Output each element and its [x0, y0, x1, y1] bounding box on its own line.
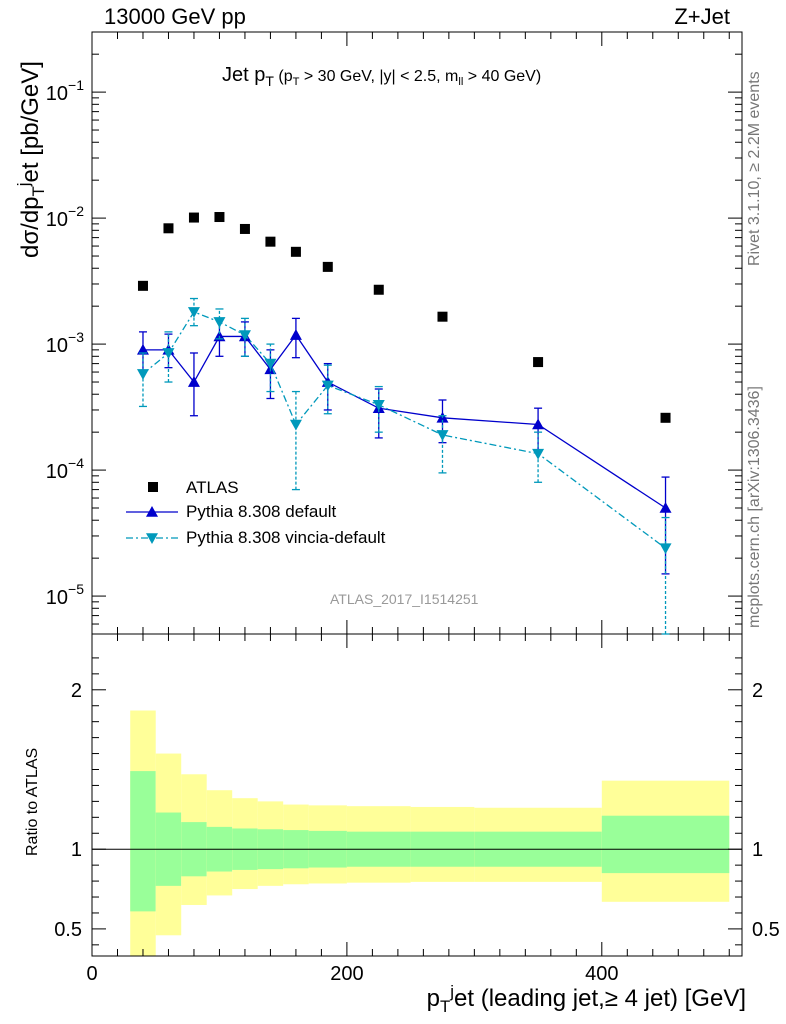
x-tick-label-0: 0 — [86, 963, 97, 985]
legend-marker-pythia-default — [146, 506, 158, 517]
legend-label-pythia-vincia: Pythia 8.308 vincia-default — [186, 528, 386, 547]
y-axis-label-ratio: Ratio to ATLAS — [24, 747, 41, 856]
y-axis-label-pre: dσ/dp — [17, 196, 44, 258]
series-layer — [136, 212, 672, 635]
x-axis-label-pre: p — [426, 985, 441, 1012]
series-2-point-9 — [436, 430, 449, 441]
atlas-point-5 — [265, 236, 276, 247]
x-tick-label-400: 400 — [585, 963, 618, 985]
y-tick-label-base-2: 10 — [46, 335, 68, 357]
series-1-point-2 — [187, 376, 200, 387]
atlas-point-2 — [188, 212, 199, 223]
ratio-y-tick-label-right-2: 2 — [752, 680, 763, 702]
plot-title-cuts-end: > 40 GeV) — [463, 68, 542, 85]
legend-label-atlas: ATLAS — [186, 478, 239, 497]
ratio-y-tick-label-left-0.5: 0.5 — [54, 919, 82, 941]
atlas-point-10 — [533, 357, 544, 368]
y-axis-label-main: dσ/dpTjet [pb/GeV] — [14, 61, 49, 258]
series-2-point-6 — [289, 419, 302, 431]
series-1-point-10 — [532, 418, 545, 430]
ratio-panel-frame — [91, 633, 743, 957]
series-2-point-5 — [264, 358, 277, 370]
series-2-point-10 — [532, 448, 545, 460]
ratio-y-tick-label-left-1: 1 — [71, 839, 82, 861]
series-2-point-2 — [187, 307, 200, 318]
atlas-point-6 — [290, 246, 301, 257]
x-axis-label-sub: T — [440, 996, 451, 1016]
y-tick-label-exp-4: −1 — [68, 77, 84, 93]
y-tick-label-exp-1: −4 — [68, 455, 84, 471]
ratio-band-inner-11 — [601, 815, 730, 874]
analysis-watermark: ATLAS_2017_I1514251 — [330, 591, 479, 607]
series-1-point-11 — [659, 502, 672, 513]
y-tick-label-base-4: 10 — [46, 83, 68, 105]
series-2-point-8 — [372, 399, 385, 411]
process-label: Z+Jet — [674, 4, 730, 29]
series-1-point-6 — [289, 329, 302, 340]
x-axis-label: pTjet (leading jet,≥ 4 jet) [GeV] — [427, 982, 746, 1017]
y-tick-label-base-0: 10 — [46, 587, 68, 609]
plot-title-sub: T — [265, 73, 274, 89]
series-1-point-0 — [136, 343, 149, 355]
y-axis-label-rest: et [pb/GeV] — [17, 61, 44, 183]
atlas-point-11 — [660, 412, 671, 423]
legend-marker-atlas — [148, 482, 158, 492]
plot-title: Jet pT (pT > 30 GeV, |y| < 2.5, mll > 40… — [222, 64, 541, 89]
atlas-point-1 — [163, 223, 174, 234]
ratio-y-tick-label-right-0.5: 0.5 — [752, 919, 780, 941]
series-2-point-11 — [659, 543, 672, 555]
y-axis-label-sup: j — [14, 182, 33, 187]
plot-title-cuts-rest: > 30 GeV, |y| < 2.5, m — [299, 68, 459, 85]
legend-marker-pythia-vincia — [146, 533, 158, 544]
x-axis-label-rest: et (leading jet,≥ 4 jet) [GeV] — [454, 985, 746, 1012]
series-2-point-1 — [162, 348, 175, 359]
atlas-point-8 — [373, 284, 384, 295]
mcplots-note: mcplots.cern.ch [arXiv:1306.3436] — [746, 386, 763, 628]
y-axis-label-sub: T — [28, 186, 48, 197]
y-tick-label-exp-0: −5 — [68, 581, 84, 597]
atlas-point-4 — [239, 223, 250, 234]
atlas-point-0 — [137, 280, 148, 291]
ratio-band-inner-0 — [130, 771, 156, 912]
legend-label-pythia-default: Pythia 8.308 default — [186, 502, 337, 521]
legend-markers — [126, 482, 178, 544]
y-tick-label-exp-2: −3 — [68, 329, 84, 345]
ratio-panel-border — [91, 633, 743, 957]
y-tick-label-0: 10−5 — [46, 581, 84, 609]
plot-title-cuts-sub2: ll — [458, 76, 464, 89]
x-tick-label-200: 200 — [330, 963, 363, 985]
series-2-point-4 — [238, 330, 251, 342]
energy-label: 13000 GeV pp — [104, 4, 246, 29]
plot-title-main: Jet p — [222, 64, 266, 86]
series-2-point-0 — [136, 369, 149, 380]
atlas-point-7 — [322, 261, 333, 272]
y-tick-label-1: 10−4 — [46, 455, 84, 483]
y-tick-label-base-3: 10 — [46, 209, 68, 231]
y-tick-label-exp-3: −2 — [68, 203, 84, 219]
y-tick-label-4: 10−1 — [46, 77, 84, 105]
series-line-1 — [142, 333, 666, 509]
rivet-note: Rivet 3.1.10, ≥ 2.2M events — [746, 71, 763, 266]
plot-title-cuts-sub: T — [292, 76, 300, 89]
series-2-point-7 — [321, 380, 334, 392]
atlas-point-9 — [437, 311, 448, 322]
ratio-y-tick-label-left-2: 2 — [71, 680, 82, 702]
y-tick-label-3: 10−2 — [46, 203, 84, 231]
plot-title-cuts-open: (p — [273, 68, 293, 85]
ratio-uncertainty-bands — [130, 710, 730, 956]
atlas-point-3 — [214, 212, 225, 223]
y-tick-label-base-1: 10 — [46, 461, 68, 483]
ratio-y-tick-label-right-1: 1 — [752, 839, 763, 861]
series-2-point-3 — [213, 317, 226, 328]
y-tick-label-2: 10−3 — [46, 329, 84, 357]
x-axis-label-sup: j — [450, 982, 455, 1001]
